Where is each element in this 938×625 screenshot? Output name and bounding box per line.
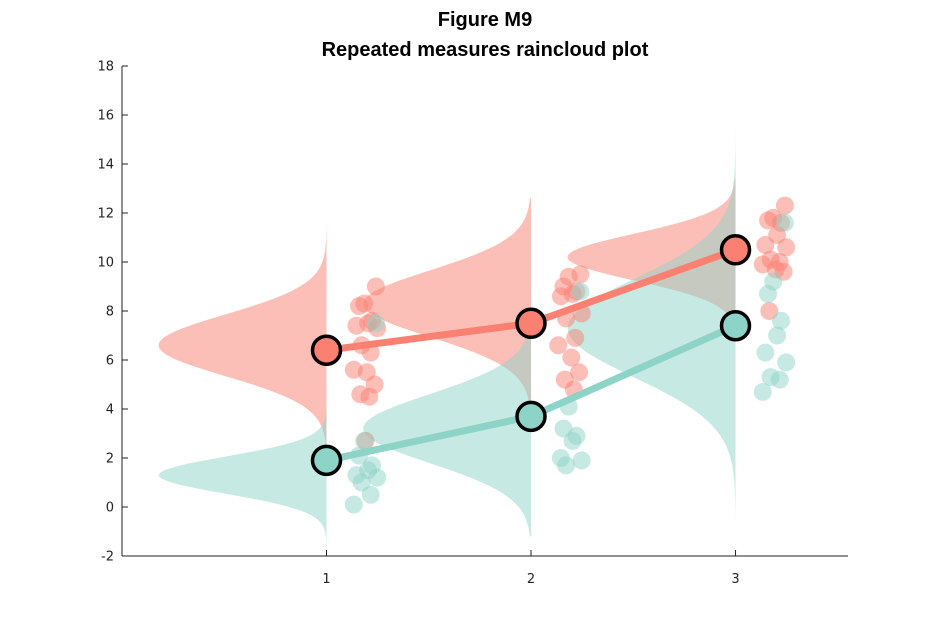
density-cloud-s2-x3 — [567, 100, 736, 520]
data-point — [344, 495, 363, 514]
mean-marker — [719, 234, 752, 266]
data-point — [775, 213, 794, 232]
y-tick-label: 2 — [106, 452, 114, 467]
x-tick-label: 1 — [322, 572, 330, 587]
data-point — [350, 297, 368, 316]
mean-marker — [719, 309, 752, 342]
data-point — [557, 456, 576, 475]
chart-title: Figure M9 — [438, 9, 532, 31]
data-point — [563, 431, 582, 450]
mean-marker — [515, 400, 547, 433]
data-point — [775, 196, 794, 215]
y-tick-label: 14 — [97, 158, 114, 173]
y-tick-label: 8 — [106, 305, 114, 320]
y-tick-label: -2 — [101, 550, 114, 565]
data-point — [352, 473, 371, 492]
density-cloud-s1-x3 — [567, 178, 736, 336]
y-tick-label: 12 — [97, 207, 114, 222]
data-point — [759, 284, 777, 303]
y-ticks: -2 0 2 4 6 8 10 12 14 16 18 — [97, 60, 128, 565]
x-tick-label: 3 — [731, 572, 739, 587]
data-point — [361, 485, 380, 504]
density-cloud-s1-x1 — [158, 215, 327, 488]
data-point — [366, 314, 385, 333]
data-point — [772, 311, 790, 330]
mean-marker — [310, 444, 343, 477]
density-cloud-s2-x2 — [363, 198, 532, 537]
mean-markers — [310, 234, 752, 477]
density-clouds — [158, 100, 736, 544]
data-point — [360, 387, 379, 406]
data-point — [770, 370, 789, 389]
data-point — [570, 363, 589, 382]
data-point — [571, 282, 590, 301]
density-cloud-s1-x2 — [363, 198, 532, 451]
data-point — [347, 316, 366, 335]
y-tick-label: 18 — [97, 60, 114, 75]
data-point — [756, 235, 775, 254]
y-tick-label: 10 — [97, 256, 114, 271]
y-tick-label: 4 — [106, 403, 114, 418]
data-point — [777, 238, 796, 257]
data-point — [551, 287, 570, 306]
mean-marker — [310, 334, 343, 366]
data-point — [549, 336, 568, 355]
density-cloud-s2-x1 — [158, 296, 327, 544]
y-tick-label: 0 — [106, 501, 114, 516]
data-point — [368, 468, 387, 487]
x-ticks: 1 2 3 — [322, 550, 740, 587]
y-tick-label: 16 — [97, 109, 114, 124]
chart-subtitle: Repeated measures raincloud plot — [322, 39, 649, 61]
mean-marker — [515, 307, 547, 340]
x-tick-label: 2 — [527, 572, 535, 587]
data-point — [756, 343, 775, 362]
data-point — [777, 353, 796, 372]
data-point — [768, 326, 787, 345]
data-point — [572, 451, 591, 470]
scatter-points — [344, 196, 796, 514]
data-point — [355, 431, 374, 450]
y-tick-label: 6 — [106, 354, 114, 369]
data-point — [753, 382, 772, 401]
data-point — [566, 328, 585, 347]
data-point — [366, 277, 385, 296]
data-point — [562, 348, 581, 367]
